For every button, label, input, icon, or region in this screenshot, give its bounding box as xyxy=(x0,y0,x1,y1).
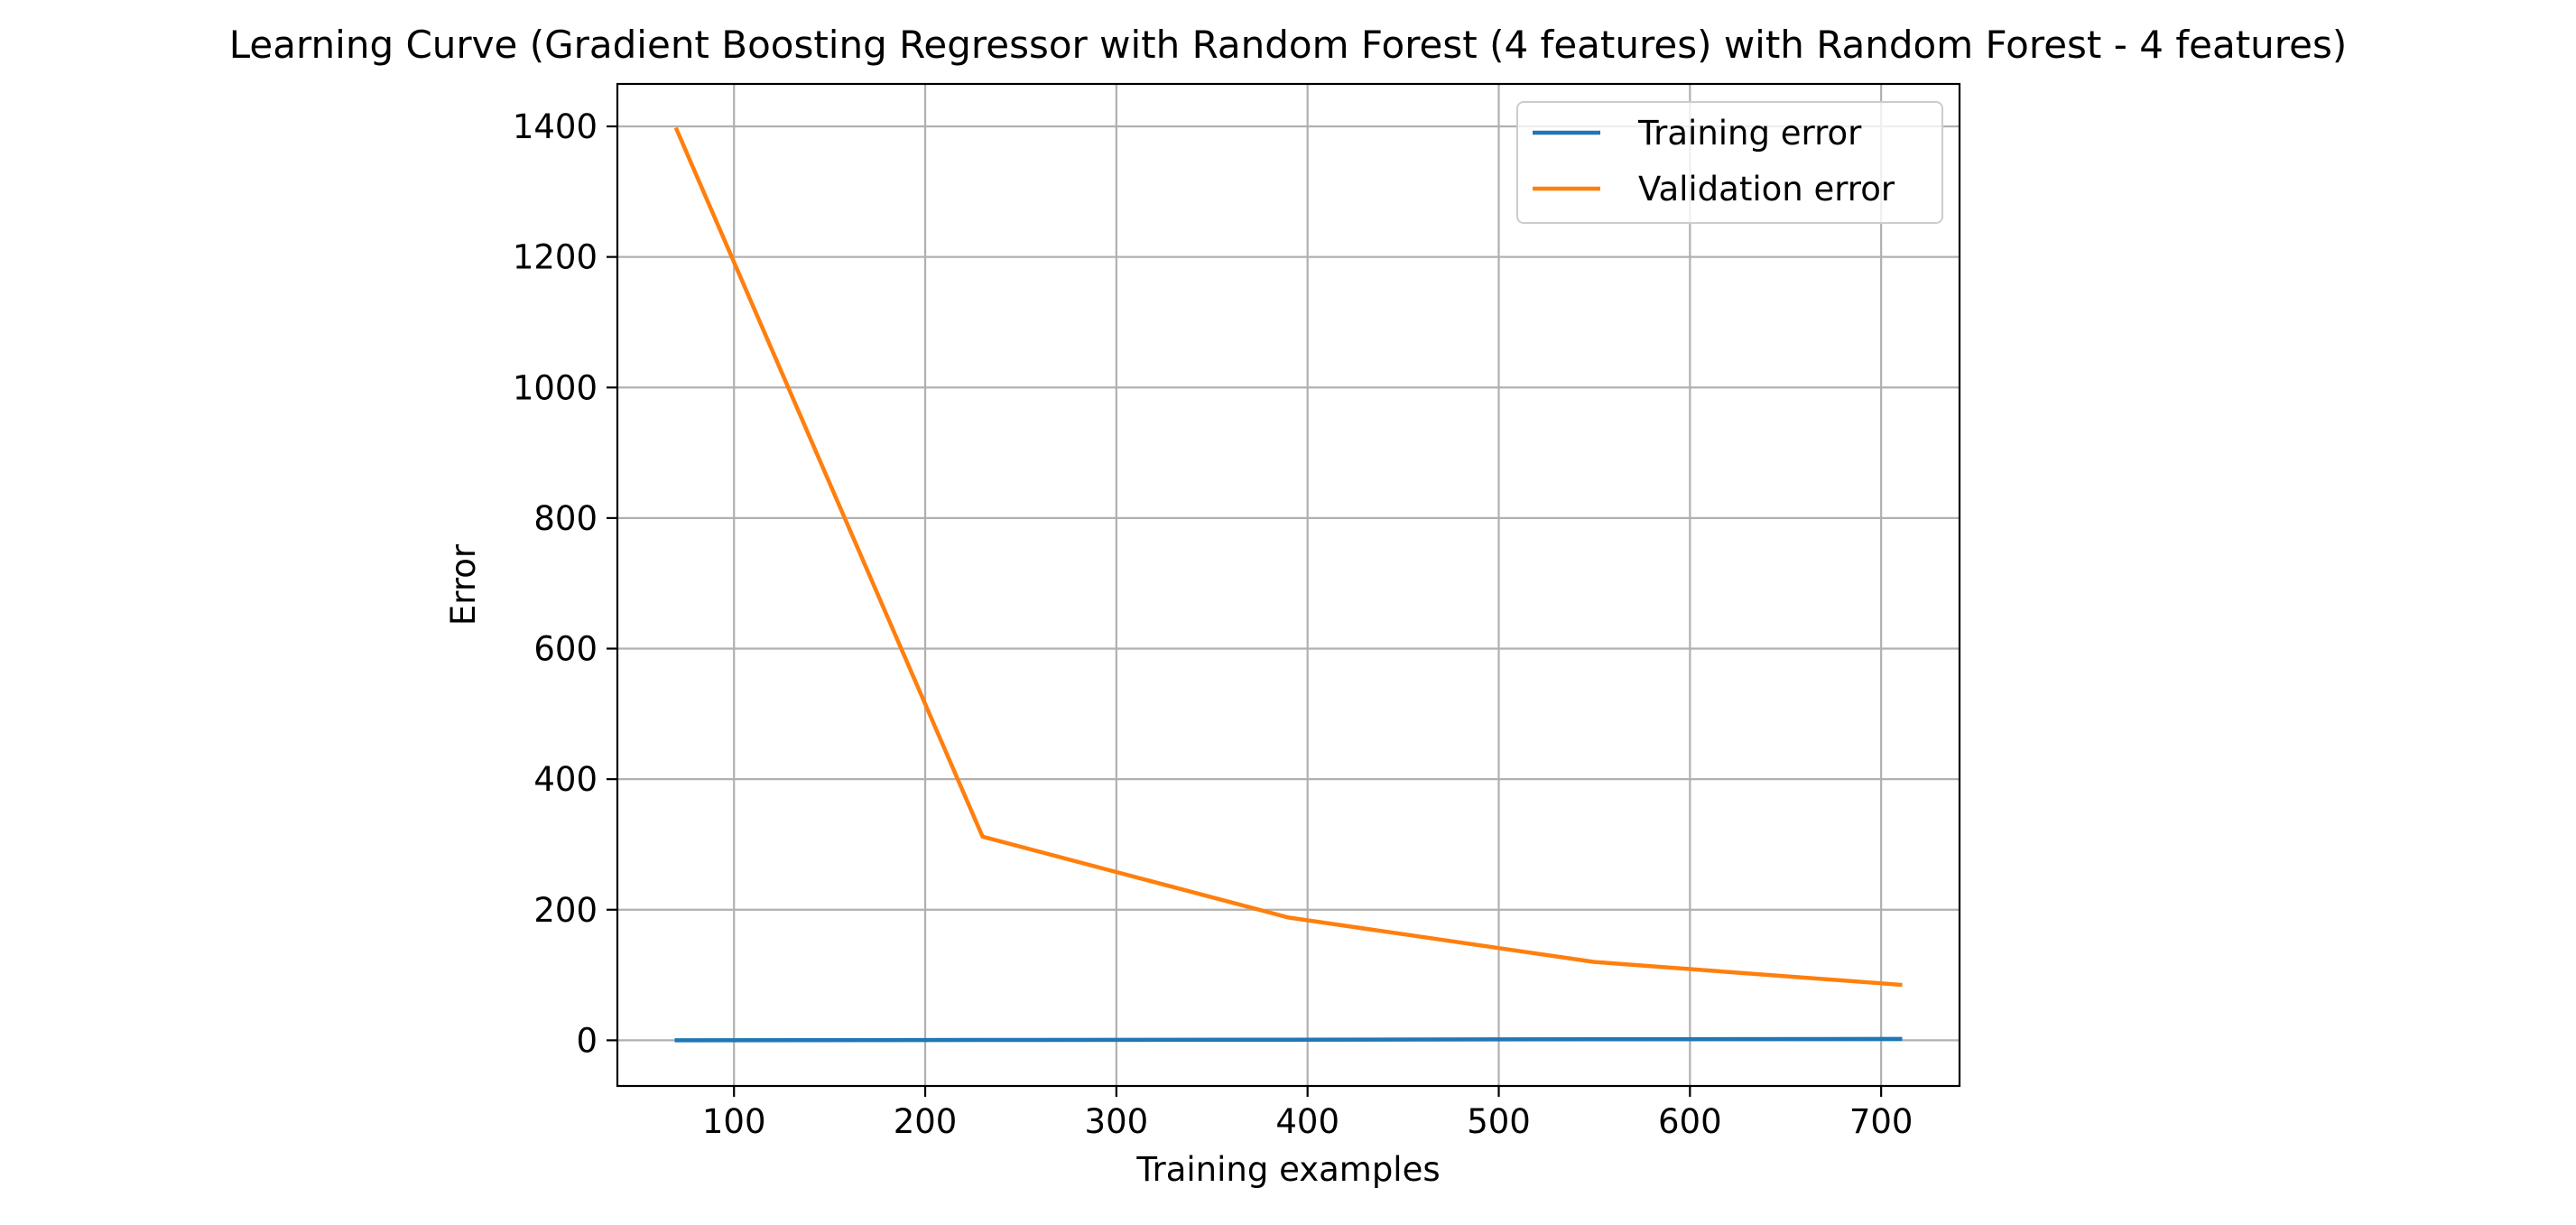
x-axis-label: Training examples xyxy=(1135,1150,1440,1189)
x-tick-label: 700 xyxy=(1849,1102,1913,1141)
x-tick-label: 500 xyxy=(1467,1102,1531,1141)
x-tick-label: 400 xyxy=(1275,1102,1339,1141)
y-tick-label: 600 xyxy=(533,630,598,669)
y-tick-label: 400 xyxy=(533,760,598,799)
y-tick-label: 800 xyxy=(533,499,598,538)
y-tick-label: 200 xyxy=(533,891,598,930)
chart-title: Learning Curve (Gradient Boosting Regres… xyxy=(229,23,2347,67)
y-tick-label: 0 xyxy=(576,1021,598,1060)
y-axis-label: Error xyxy=(444,543,483,626)
x-tick-label: 200 xyxy=(894,1102,958,1141)
x-tick-label: 100 xyxy=(702,1102,766,1141)
legend-box xyxy=(1516,101,1943,224)
y-tick-label: 1200 xyxy=(513,238,598,277)
legend-entry-validation-error: Validation error xyxy=(1638,170,1895,209)
series-lines xyxy=(673,126,1903,1043)
legend-entry-training-error: Training error xyxy=(1637,114,1862,153)
plot-frame xyxy=(616,82,1961,1088)
x-tick-label: 300 xyxy=(1085,1102,1149,1141)
training-error-line xyxy=(674,1036,1903,1043)
x-tick-label: 600 xyxy=(1658,1102,1722,1141)
x-axis-ticks: 100 200 300 400 500 600 700 xyxy=(702,1086,1913,1141)
y-tick-label: 1000 xyxy=(513,368,598,407)
y-tick-label: 1400 xyxy=(513,107,598,146)
validation-error-line xyxy=(673,126,1903,988)
y-axis-ticks: 0 200 400 600 800 1000 1200 1400 xyxy=(513,107,617,1060)
legend: Training error Validation error xyxy=(1516,101,1943,224)
